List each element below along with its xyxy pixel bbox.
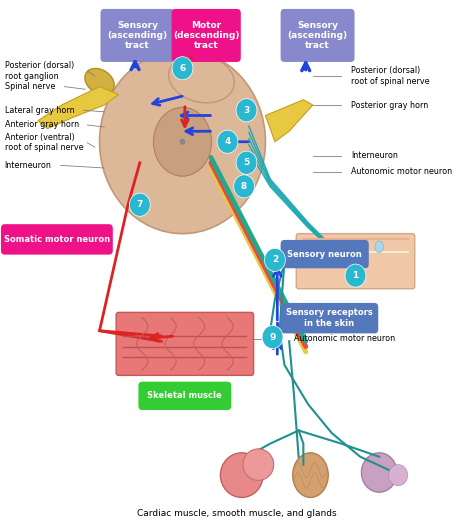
Text: Lateral gray horn: Lateral gray horn [5, 106, 74, 115]
Text: Posterior (dorsal)
root ganglion: Posterior (dorsal) root ganglion [5, 61, 74, 80]
Circle shape [236, 99, 257, 122]
Ellipse shape [375, 241, 383, 253]
Ellipse shape [169, 55, 234, 103]
Text: Autonomic motor neuron: Autonomic motor neuron [351, 167, 452, 176]
Ellipse shape [180, 139, 185, 145]
Circle shape [129, 193, 150, 216]
Circle shape [172, 57, 193, 80]
Ellipse shape [293, 453, 328, 498]
Text: Interneuron: Interneuron [5, 161, 52, 170]
Text: Anterior (ventral)
root of spinal nerve: Anterior (ventral) root of spinal nerve [5, 133, 83, 152]
Text: 5: 5 [243, 158, 250, 167]
Text: Spinal nerve: Spinal nerve [5, 82, 55, 91]
FancyBboxPatch shape [100, 9, 174, 62]
FancyBboxPatch shape [281, 9, 355, 62]
FancyBboxPatch shape [296, 234, 415, 289]
Circle shape [262, 326, 283, 349]
Text: 4: 4 [224, 137, 231, 146]
FancyBboxPatch shape [138, 382, 231, 410]
Text: 1: 1 [352, 271, 359, 280]
Text: 3: 3 [243, 106, 250, 115]
Ellipse shape [243, 449, 274, 480]
FancyBboxPatch shape [116, 312, 254, 375]
Text: Somatic motor neuron: Somatic motor neuron [4, 235, 110, 244]
Text: Sensory receptors
in the skin: Sensory receptors in the skin [286, 309, 373, 328]
Text: Skeletal muscle: Skeletal muscle [147, 391, 222, 401]
Text: 9: 9 [269, 332, 276, 342]
Text: Motor
(descending)
tract: Motor (descending) tract [173, 20, 239, 50]
Text: Anterior gray horn: Anterior gray horn [5, 120, 79, 130]
Ellipse shape [220, 453, 263, 498]
Text: Interneuron: Interneuron [351, 151, 398, 161]
Text: Cardiac muscle, smooth muscle, and glands: Cardiac muscle, smooth muscle, and gland… [137, 509, 337, 518]
Text: Posterior gray horn: Posterior gray horn [351, 100, 428, 110]
Text: Posterior (dorsal)
root of spinal nerve: Posterior (dorsal) root of spinal nerve [351, 67, 429, 86]
Polygon shape [38, 87, 118, 129]
Ellipse shape [318, 241, 327, 253]
Ellipse shape [337, 241, 346, 253]
Ellipse shape [356, 241, 365, 253]
Circle shape [234, 175, 255, 198]
Text: Sensory neuron: Sensory neuron [287, 249, 362, 259]
Text: 8: 8 [241, 182, 247, 191]
Text: 2: 2 [272, 255, 278, 265]
Ellipse shape [100, 50, 265, 234]
Circle shape [264, 248, 285, 271]
Text: 6: 6 [179, 64, 186, 73]
FancyBboxPatch shape [172, 9, 241, 62]
FancyBboxPatch shape [281, 303, 378, 333]
Ellipse shape [154, 107, 211, 176]
Text: Sensory
(ascending)
tract: Sensory (ascending) tract [108, 20, 167, 50]
Ellipse shape [85, 68, 114, 94]
Circle shape [345, 264, 366, 287]
Polygon shape [265, 100, 313, 142]
FancyBboxPatch shape [281, 240, 369, 268]
FancyBboxPatch shape [1, 224, 113, 255]
Text: Sensory
(ascending)
tract: Sensory (ascending) tract [288, 20, 347, 50]
Text: 7: 7 [137, 200, 143, 209]
Ellipse shape [362, 453, 397, 492]
Circle shape [236, 151, 257, 174]
Circle shape [217, 130, 238, 153]
Ellipse shape [389, 465, 408, 486]
Text: Autonomic motor neuron: Autonomic motor neuron [294, 334, 395, 343]
